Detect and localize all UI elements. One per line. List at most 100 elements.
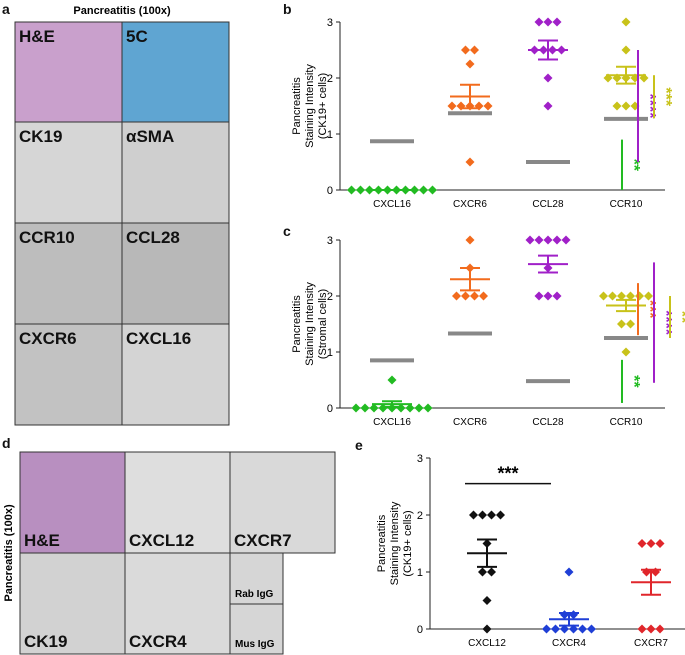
error-bar [460, 267, 480, 292]
tile [124, 552, 231, 655]
significance-label: ** [625, 375, 642, 388]
data-point [483, 101, 493, 111]
y-tick-label: 1 [417, 567, 423, 579]
error-bar [641, 568, 661, 596]
data-point [461, 291, 470, 301]
tile-label: Mus IgG [235, 639, 275, 650]
tile [229, 603, 284, 655]
error-bar [477, 538, 497, 568]
error-bar [460, 83, 480, 110]
data-point [469, 510, 478, 520]
data-point [552, 291, 562, 301]
tile [121, 323, 230, 426]
data-point [543, 17, 553, 27]
y-axis-label: (Stromal cells) [317, 289, 329, 359]
data-point [447, 101, 457, 111]
x-tick-label: CCR10 [610, 417, 643, 428]
x-tick-label: CCL28 [532, 417, 564, 428]
data-point [655, 539, 665, 548]
y-tick-label: 1 [327, 347, 333, 359]
significance-label: *** [657, 87, 674, 106]
panel-letter: b [283, 1, 292, 17]
data-point [396, 403, 406, 413]
x-tick-label: CCR10 [610, 199, 643, 210]
tile [14, 222, 123, 325]
data-point [626, 291, 635, 301]
tile-label: 5C [126, 27, 148, 46]
data-point [646, 624, 656, 634]
tile [229, 552, 284, 605]
data-point [552, 235, 562, 245]
data-point [356, 185, 365, 195]
data-point [617, 291, 626, 301]
panel-title: Pancreatitis (100x) [73, 5, 171, 17]
tile [19, 552, 126, 655]
y-axis-label: Pancreatitis [291, 77, 303, 135]
data-point [465, 157, 475, 167]
data-point [365, 185, 374, 195]
y-tick-label: 0 [327, 185, 333, 197]
data-point [578, 624, 587, 634]
tiles-d [19, 451, 336, 655]
data-point [405, 403, 415, 413]
significance-label: ** [673, 311, 685, 324]
significance-label: **** [641, 94, 658, 120]
data-point [569, 624, 578, 634]
data-point [482, 596, 492, 605]
panel-title: Pancreatitis (100x) [3, 504, 15, 602]
data-point [387, 375, 397, 385]
error-bar [616, 65, 636, 85]
panel-letter: c [283, 223, 291, 239]
x-tick-label: CXCL12 [468, 638, 506, 649]
data-point [637, 624, 647, 634]
x-tick-label: CXCR4 [552, 638, 586, 649]
y-axis-label: (CK19+ cells) [317, 73, 329, 139]
data-point [637, 539, 647, 548]
data-point [414, 403, 424, 413]
data-point [587, 624, 596, 634]
data-point [470, 291, 479, 301]
data-point [543, 291, 553, 301]
data-point [351, 403, 361, 413]
y-tick-label: 3 [327, 235, 333, 247]
panel-letter: a [2, 1, 10, 17]
y-tick-label: 2 [327, 73, 333, 85]
data-point [478, 510, 487, 520]
tile [121, 21, 230, 123]
data-point [552, 17, 562, 27]
tile-label: CK19 [24, 632, 67, 651]
tile [121, 121, 230, 224]
tile [124, 451, 231, 554]
data-point [428, 185, 437, 195]
data-point [387, 403, 397, 413]
tile-label: CCL28 [126, 228, 180, 247]
y-tick-label: 1 [327, 129, 333, 141]
tile [14, 21, 123, 123]
x-tick-label: CXCL16 [373, 199, 411, 210]
data-point [470, 45, 479, 55]
y-tick-label: 0 [327, 403, 333, 415]
data-point [646, 539, 656, 548]
y-tick-label: 2 [417, 510, 423, 522]
y-axis-label: Staining Intensity [304, 282, 316, 366]
y-axis-label: Pancreatitis [291, 295, 303, 353]
data-point [560, 610, 569, 620]
x-tick-label: CXCR6 [453, 417, 487, 428]
tile-label: CCR10 [19, 228, 75, 247]
data-point [644, 291, 653, 301]
y-axis-label: Staining Intensity [389, 501, 401, 585]
data-point [564, 567, 574, 577]
data-point [347, 185, 356, 195]
tile-label: CXCR7 [234, 531, 292, 550]
error-bar [538, 39, 558, 61]
data-point [599, 291, 608, 301]
error-bar [538, 254, 558, 274]
x-tick-label: CXCR6 [453, 199, 487, 210]
tile-label: H&E [24, 531, 60, 550]
tile-label: CXCR4 [129, 632, 187, 651]
data-point [419, 185, 428, 195]
y-axis-label: Pancreatitis [376, 514, 388, 572]
y-tick-label: 3 [417, 453, 423, 465]
data-point [478, 567, 487, 577]
